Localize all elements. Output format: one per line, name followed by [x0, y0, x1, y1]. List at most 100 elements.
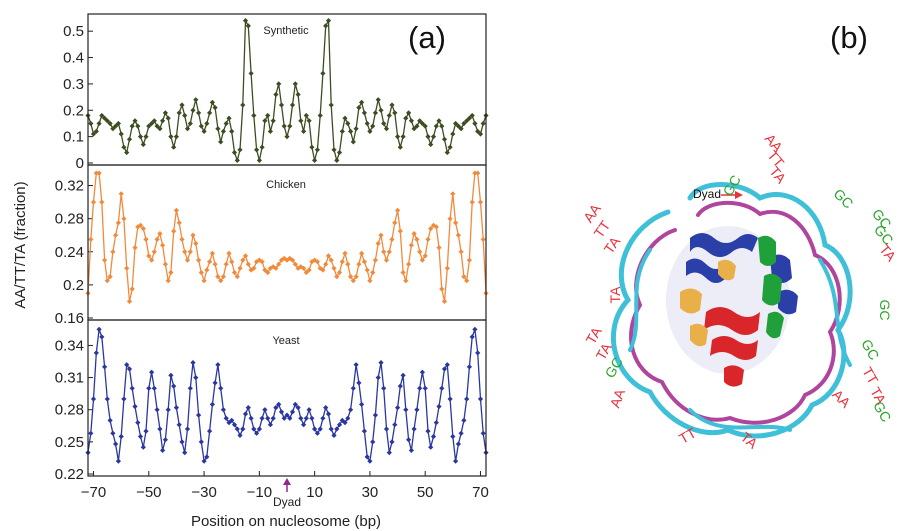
chicken-data-point [237, 265, 243, 271]
synthetic-data-point [121, 144, 127, 150]
yeast-data-point [157, 426, 163, 432]
synthetic-ytick-label: 0.5 [63, 23, 84, 40]
yeast-data-point [226, 420, 232, 426]
chicken-data-point [242, 253, 249, 259]
synthetic-data-point [436, 118, 442, 124]
synthetic-data-point [298, 118, 304, 124]
chicken-data-point [320, 267, 326, 273]
yeast-data-point [209, 401, 215, 407]
synthetic-data-point [392, 110, 398, 116]
synthetic-data-point [90, 131, 97, 137]
synthetic-data-point [386, 112, 392, 119]
yeast-data-point [403, 407, 409, 413]
synthetic-data-point [284, 134, 290, 140]
synthetic-data-point [350, 139, 356, 145]
synthetic-data-point [372, 110, 378, 116]
chicken-data-point [383, 257, 390, 263]
synthetic-data-point [256, 157, 262, 164]
synthetic-data-point [469, 112, 475, 119]
yeast-data-point [298, 415, 304, 421]
chicken-data-point [364, 267, 370, 273]
yeast-data-point [464, 396, 470, 402]
chicken-data-point [151, 249, 157, 255]
synthetic-data-point [348, 128, 354, 135]
chicken-data-point [334, 274, 340, 280]
synthetic-data-point [190, 107, 196, 113]
yeast-data-point [345, 415, 351, 421]
yeast-data-point [323, 405, 329, 411]
chicken-data-point [179, 236, 185, 243]
sequence-label: GC [858, 336, 882, 362]
yeast-data-point [160, 447, 166, 453]
synthetic-data-point [137, 134, 144, 140]
synthetic-data-point [126, 136, 133, 142]
chicken-data-point [176, 220, 182, 226]
yeast-data-point [361, 428, 367, 434]
yeast-data-point [220, 407, 226, 413]
synthetic-data-point [472, 120, 478, 127]
synthetic-data-point [475, 128, 481, 135]
yeast-data-point [342, 420, 348, 426]
chicken-data-point [251, 265, 257, 271]
yeast-data-point [292, 401, 298, 407]
yeast-data-point [469, 334, 475, 340]
yeast-data-point [422, 385, 428, 391]
yeast-data-point [306, 407, 312, 413]
synthetic-data-point [265, 112, 271, 119]
panel-b-structure: (b) [580, 20, 900, 452]
chicken-data-point [331, 265, 337, 271]
synthetic-data-point [237, 147, 243, 153]
synthetic-data-point [309, 144, 315, 150]
chicken-data-point [229, 259, 235, 265]
yeast-data-point [395, 405, 401, 411]
synthetic-data-point [259, 144, 265, 150]
synthetic-data-point [477, 131, 484, 137]
yeast-data-point [126, 366, 133, 372]
chicken-data-point [259, 259, 265, 265]
synthetic-data-point [381, 120, 387, 127]
yeast-data-point [207, 428, 213, 434]
x-axis: −70 −50 −30 −10 10 30 50 70 [81, 471, 489, 501]
synthetic-data-point [140, 141, 146, 148]
chicken-data-point [292, 261, 298, 267]
chicken-data-point [450, 191, 456, 197]
chicken-data-point [400, 269, 406, 276]
synthetic-data-point [215, 126, 221, 132]
synthetic-data-point [433, 123, 439, 129]
synthetic-data-point [278, 102, 285, 108]
histone-yellow [680, 259, 736, 347]
yeast-data-point [229, 417, 235, 423]
chicken-data-point [444, 265, 450, 271]
synthetic-data-point [154, 123, 160, 129]
panel-a-chart: (a) AA/TT/TA (fraction) Position on nucl… [12, 13, 489, 530]
synthetic-data-point [96, 120, 102, 127]
chicken-data-point [314, 259, 320, 265]
sequence-label: GC [830, 185, 856, 211]
chicken-data-point [466, 257, 472, 263]
synthetic-data-point [173, 134, 179, 140]
chicken-ytick-label: 0.32 [55, 178, 84, 195]
chicken-data-point [226, 250, 232, 256]
synthetic-data-point [417, 118, 423, 124]
yeast-data-point [353, 362, 359, 368]
yeast-data-point [303, 415, 309, 421]
synthetic-data-point [248, 70, 254, 76]
synthetic-data-point [273, 91, 279, 98]
chicken-data-point [160, 242, 166, 248]
chicken-data-point [389, 236, 395, 243]
chicken-data-point [143, 236, 149, 243]
synthetic-data-point [143, 134, 149, 140]
sequence-label: TT [676, 424, 699, 447]
yeast-data-point [107, 417, 113, 423]
synthetic-data-point [306, 118, 312, 124]
synthetic-data-point [317, 112, 323, 119]
synthetic-data-point [124, 149, 130, 156]
dyad-pointer-head-icon [735, 191, 743, 199]
yeast-data-point [179, 439, 185, 445]
yeast-data-point [287, 415, 293, 421]
chicken-data-point [273, 265, 279, 271]
chicken-data-point [110, 249, 116, 255]
yeast-data-point [301, 422, 307, 428]
synthetic-data-point [254, 147, 260, 153]
synthetic-data-point [466, 115, 472, 121]
